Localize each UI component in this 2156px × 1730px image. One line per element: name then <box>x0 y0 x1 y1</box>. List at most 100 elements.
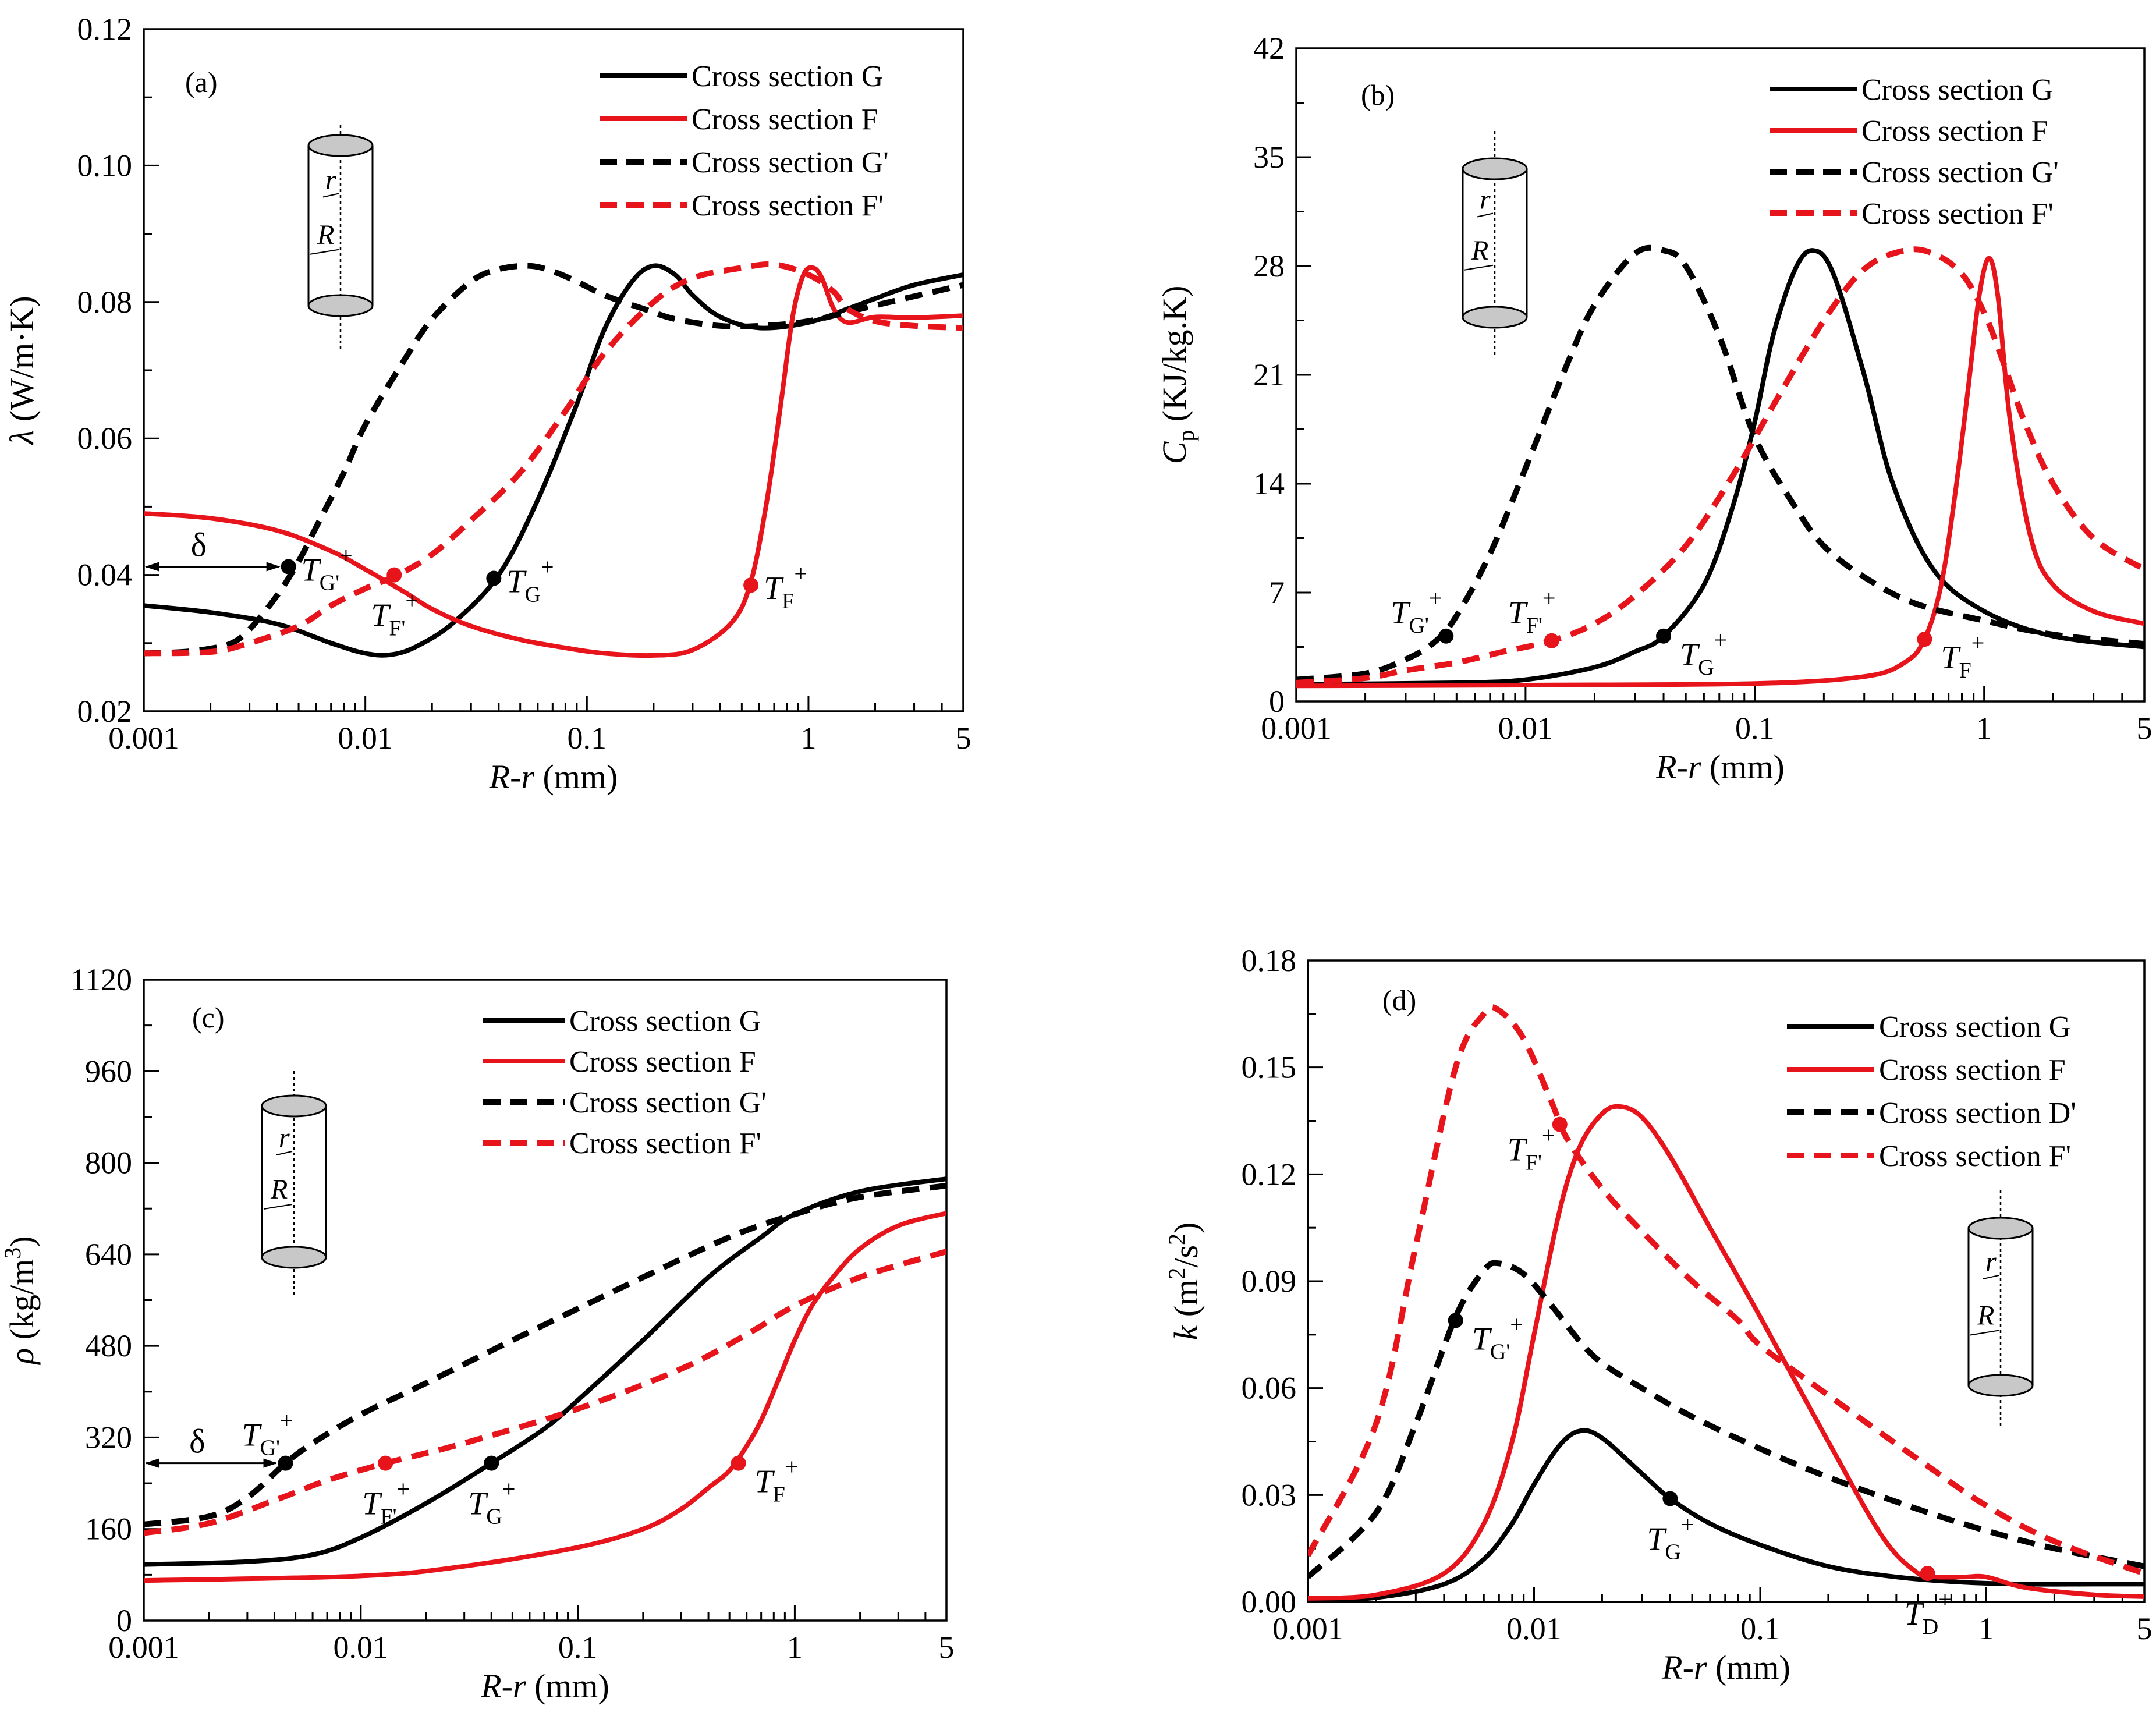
y-axis-label: ρ (kg/m3) <box>0 1236 41 1365</box>
x-tick-label: 0.1 <box>1740 1611 1780 1646</box>
y-tick-label: 0.18 <box>1242 943 1297 978</box>
marker-point <box>1917 632 1932 647</box>
marker-point <box>484 1455 499 1471</box>
y-tick-label: 160 <box>85 1512 132 1547</box>
y-tick-label: 0.02 <box>77 694 133 729</box>
y-tick-label: 0.15 <box>1242 1050 1297 1085</box>
marker-point <box>743 577 759 593</box>
y-tick-label: 0.00 <box>1242 1584 1297 1619</box>
panel-1: 0.001 0.01 0.1 1 5 0.02 0.04 0.06 0.08 0.10 0.12 R-… <box>3 12 971 796</box>
y-tick-label: 0.03 <box>1242 1477 1297 1512</box>
x-tick-label: 0.001 <box>1272 1611 1343 1646</box>
marker-point <box>1552 1116 1568 1132</box>
legend-label: Cross section G' <box>1861 156 2059 189</box>
inset-label-R: R <box>1977 1300 1994 1331</box>
marker-point <box>731 1455 746 1471</box>
y-tick-label: 0.12 <box>1242 1157 1297 1192</box>
y-tick-label: 0.06 <box>1242 1371 1297 1406</box>
panel-2: 0.001 0.01 0.1 1 5 0 7 14 21 28 35 42 R-r (mm) Cp (KJ… <box>1155 31 2153 786</box>
cylinder-inset: rR <box>1462 131 1528 355</box>
x-tick-label: 0.01 <box>338 721 393 756</box>
x-tick-label: 0.1 <box>1735 711 1775 746</box>
series-line-1 <box>1296 248 2144 687</box>
panel-label: (a) <box>185 66 218 98</box>
x-tick-label: 5 <box>939 1630 955 1665</box>
marker-point <box>386 567 402 583</box>
marker-label: TF'+ <box>1508 1122 1555 1175</box>
marker-label: TF+ <box>764 561 807 614</box>
cylinder-bottom <box>261 1246 327 1269</box>
legend-label: Cross section G <box>692 60 883 93</box>
panel-3: 0.001 0.01 0.1 1 5 0 160 320 480 640 800 960 1120 R-r… <box>0 962 955 1705</box>
marker-label: TD+ <box>1905 1586 1952 1639</box>
y-tick-label: 14 <box>1253 466 1285 501</box>
marker-point <box>1544 633 1559 648</box>
y-tick-label: 960 <box>85 1054 132 1089</box>
delta-arrowhead <box>145 562 159 572</box>
series-line-4 <box>1308 1004 2144 1576</box>
inset-label-R: R <box>317 219 334 250</box>
marker-label: TG+ <box>506 554 554 607</box>
inset-label-r: r <box>1985 1246 1997 1277</box>
series-line-3 <box>144 1182 946 1527</box>
cylinder-inset: rR <box>307 125 374 349</box>
marker-point <box>378 1455 393 1471</box>
marker-label: TF+ <box>755 1454 799 1507</box>
y-tick-label: 0.10 <box>77 148 133 183</box>
y-tick-label: 320 <box>85 1420 132 1455</box>
cylinder-bottom <box>307 294 374 317</box>
x-tick-label: 5 <box>956 721 971 756</box>
marker-label: TG'+ <box>302 543 353 595</box>
y-tick-label: 480 <box>85 1328 132 1363</box>
cylinder-top <box>1462 157 1528 180</box>
y-tick-label: 7 <box>1269 575 1285 610</box>
legend-label: Cross section G <box>1861 73 2053 107</box>
series-line-2 <box>1308 1104 2144 1601</box>
y-axis-label: λ (W/m·K) <box>3 296 41 445</box>
y-tick-label: 800 <box>85 1146 132 1180</box>
y-tick-label: 28 <box>1253 249 1285 283</box>
marker-label: TG+ <box>468 1476 515 1529</box>
series-line-3 <box>1308 1260 2144 1579</box>
marker-point <box>1438 628 1454 644</box>
delta-label: δ <box>191 526 207 564</box>
cylinder-bottom <box>1462 306 1528 329</box>
x-axis-label: R-r (mm) <box>480 1667 609 1705</box>
legend-label: Cross section G <box>1879 1011 2070 1044</box>
series-line-3 <box>1296 244 2144 683</box>
marker-point <box>281 559 296 575</box>
cylinder-top <box>1967 1217 2034 1240</box>
x-tick-label: 0.1 <box>568 721 607 756</box>
y-tick-label: 0.06 <box>77 421 133 456</box>
y-tick-label: 0.08 <box>77 285 133 320</box>
y-tick-label: 21 <box>1253 357 1285 392</box>
y-axis-label: Cp (KJ/kg.K) <box>1155 286 1199 465</box>
cylinder-top <box>261 1094 327 1118</box>
y-tick-label: 0.12 <box>77 12 133 47</box>
x-axis-label: R-r (mm) <box>1661 1649 1790 1686</box>
x-tick-label: 0.01 <box>334 1630 389 1665</box>
marker-point <box>1448 1313 1463 1328</box>
marker-label: TF'+ <box>362 1476 410 1529</box>
plot-frame <box>143 979 948 1622</box>
marker-label: TG'+ <box>1472 1311 1523 1364</box>
series-line-2 <box>144 1211 946 1583</box>
legend-label: Cross section F' <box>569 1127 761 1160</box>
delta-arrowhead <box>263 1458 278 1468</box>
panel-label: (b) <box>1361 79 1395 111</box>
series-line-4 <box>144 261 963 657</box>
inset-label-r: r <box>325 165 336 196</box>
inset-label-R: R <box>270 1174 288 1205</box>
delta-arrowhead <box>145 1458 159 1468</box>
legend-label: Cross section G' <box>692 146 889 179</box>
y-axis-label: k (m2/s2) <box>1164 1222 1205 1341</box>
x-tick-label: 5 <box>2137 711 2153 746</box>
y-tick-label: 35 <box>1253 140 1285 175</box>
y-tick-label: 0.04 <box>77 558 133 593</box>
cylinder-top <box>307 134 374 157</box>
marker-point <box>278 1455 293 1471</box>
x-tick-label: 0.001 <box>108 1630 179 1665</box>
panel-4: 0.001 0.01 0.1 1 5 0.00 0.03 0.06 0.09 0.12 0.15 0.… <box>1164 943 2153 1686</box>
